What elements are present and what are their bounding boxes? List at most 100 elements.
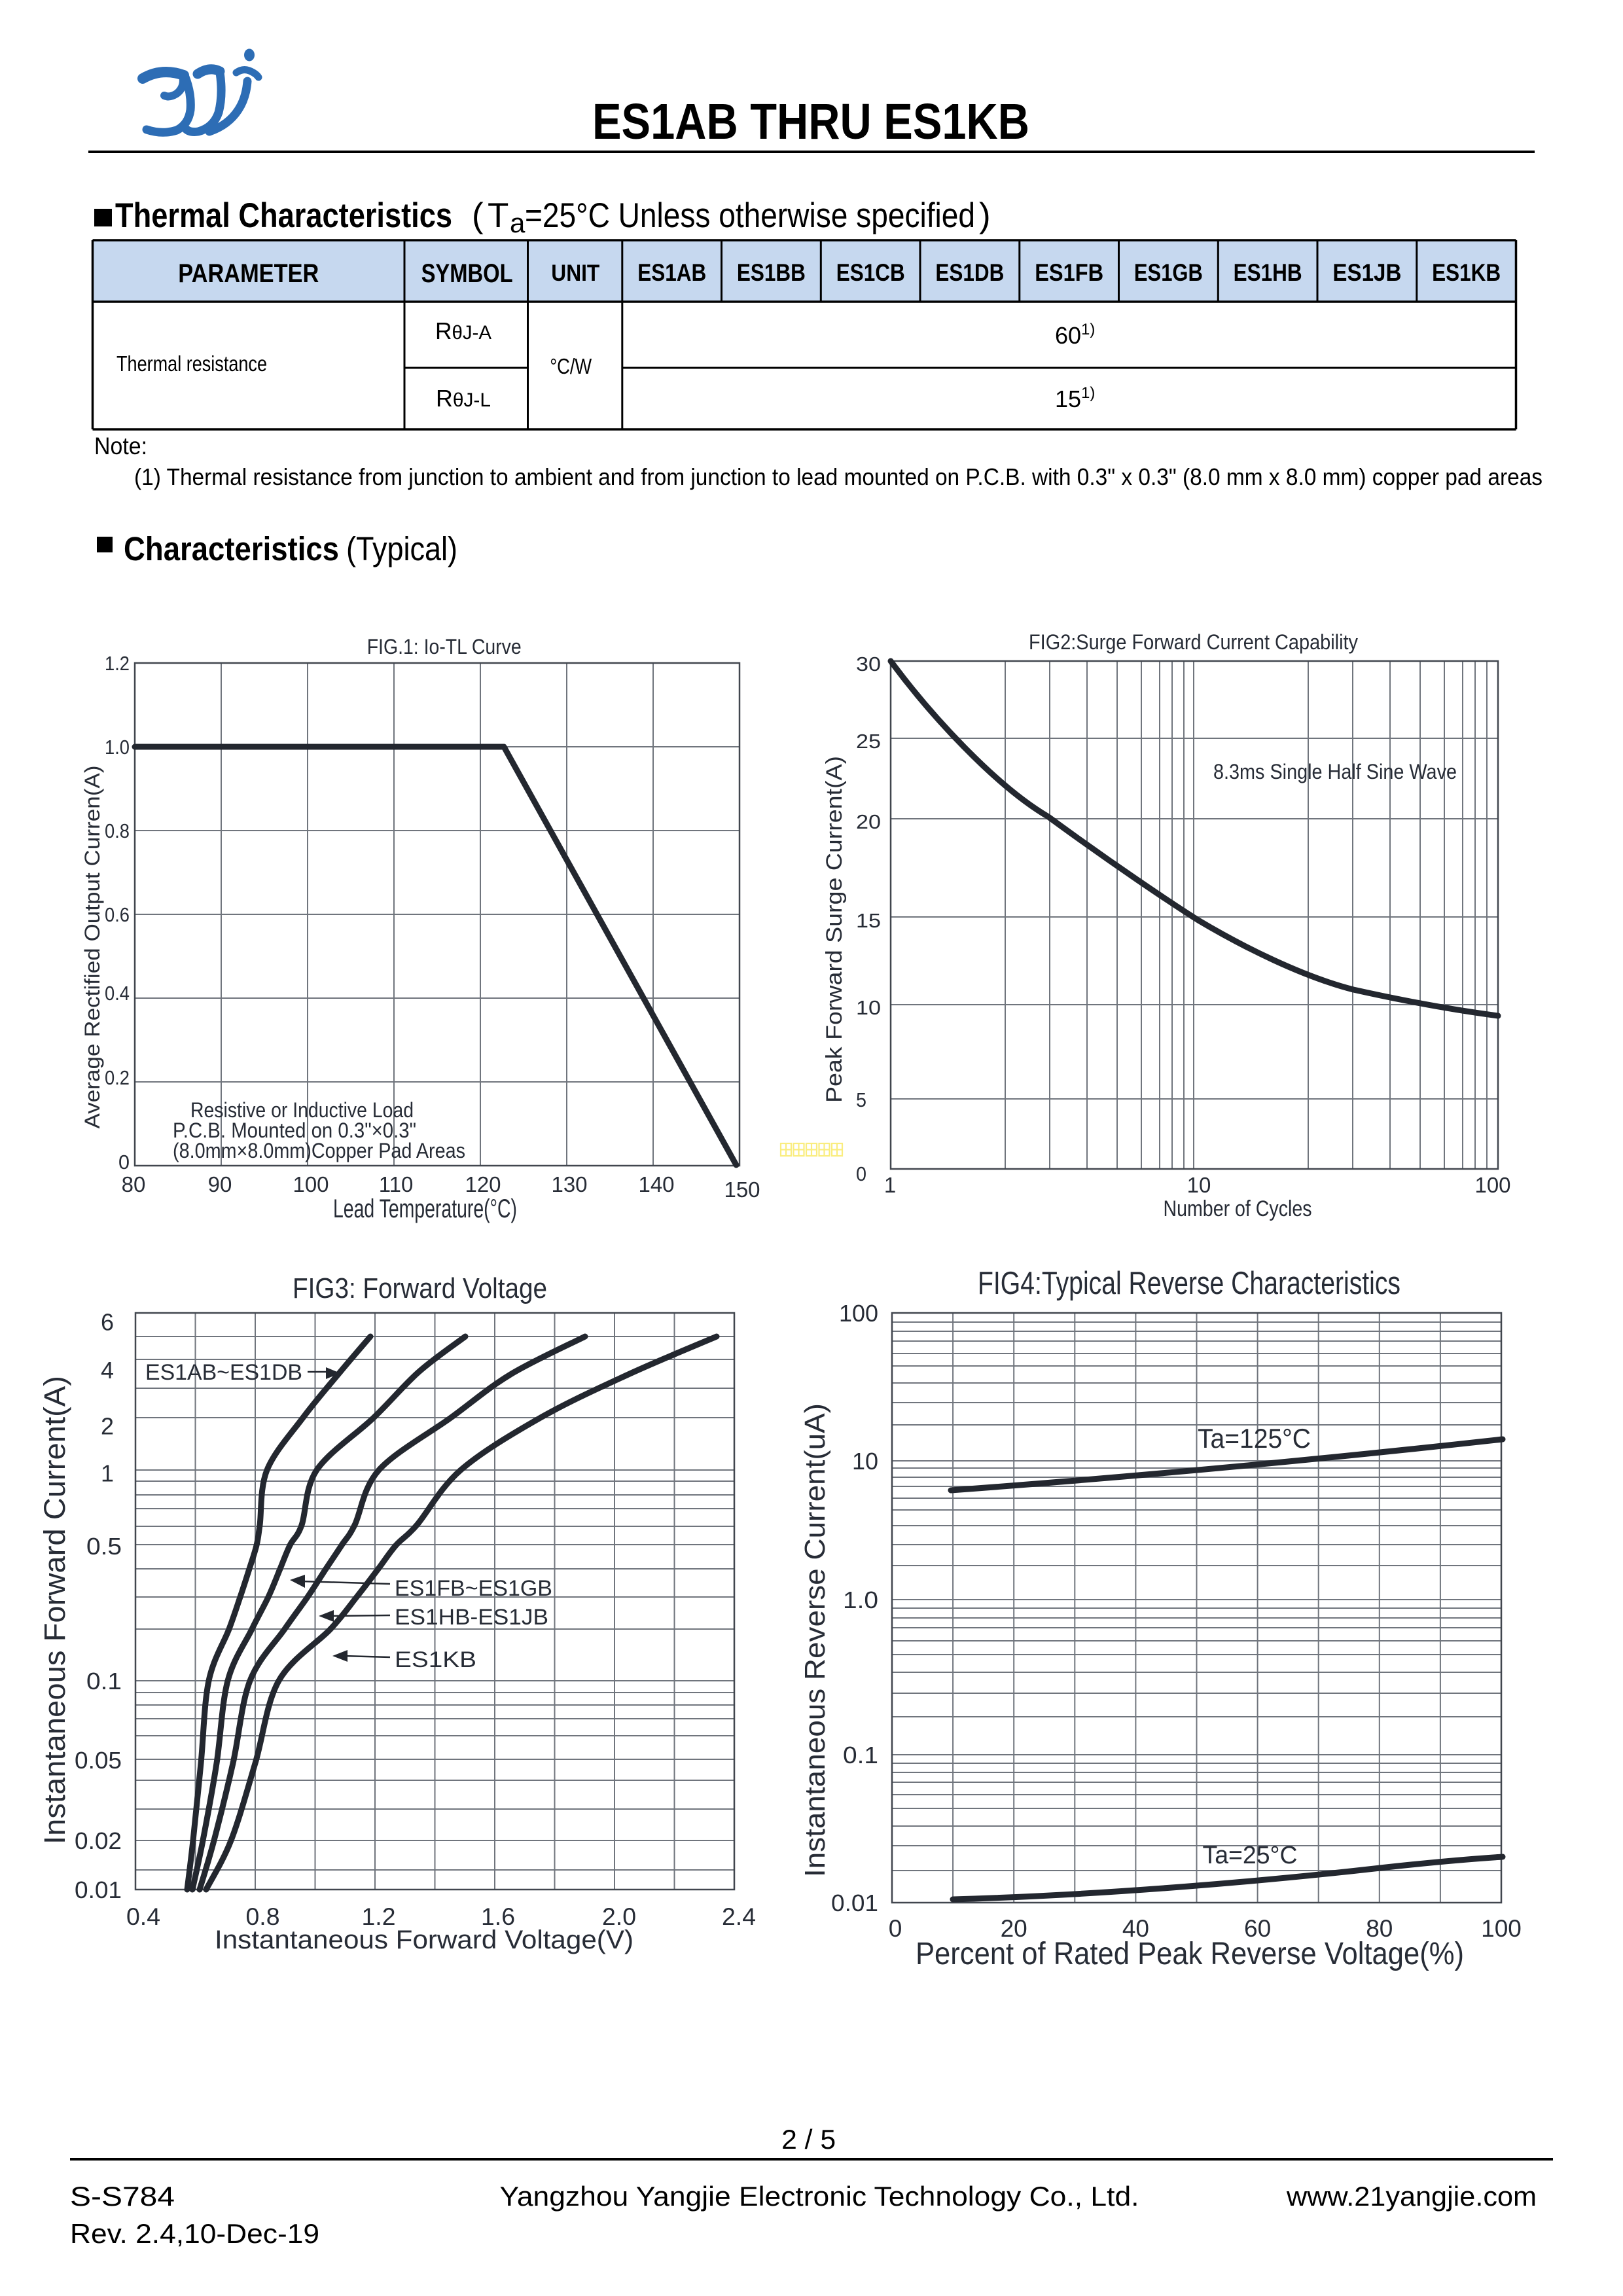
svg-text:80: 80 [1366, 1915, 1393, 1942]
svg-text:Thermal Characteristics: Thermal Characteristics [115, 196, 452, 235]
svg-text:=25°C Unless otherwise specifi: =25°C Unless otherwise specified [525, 196, 975, 235]
svg-text:1.0: 1.0 [105, 736, 130, 759]
svg-text:10: 10 [856, 996, 881, 1019]
svg-text:100: 100 [1481, 1915, 1522, 1942]
svg-text:SYMBOL: SYMBOL [421, 259, 513, 288]
svg-text:Rev. 2.4,10-Dec-19: Rev. 2.4,10-Dec-19 [70, 2218, 319, 2249]
svg-text:8.3ms Single Half Sine Wave: 8.3ms Single Half Sine Wave [1213, 760, 1457, 783]
svg-text:100: 100 [839, 1300, 878, 1327]
svg-text:10: 10 [852, 1448, 878, 1475]
svg-text:ES1AB: ES1AB [637, 259, 706, 286]
svg-text:ES1KB: ES1KB [395, 1647, 476, 1672]
svg-text:1.0: 1.0 [843, 1587, 878, 1613]
svg-text:ES1AB THRU ES1KB: ES1AB THRU ES1KB [592, 94, 1029, 150]
svg-text:ES1GB: ES1GB [1134, 259, 1203, 286]
svg-text:Lead Temperature(°C): Lead Temperature(°C) [333, 1194, 517, 1223]
svg-text:0.1: 0.1 [843, 1742, 878, 1768]
svg-text:2 / 5: 2 / 5 [781, 2124, 836, 2155]
svg-text:140: 140 [638, 1172, 674, 1196]
svg-text:90: 90 [208, 1172, 232, 1196]
svg-text:0.01: 0.01 [831, 1890, 878, 1916]
svg-text:P.C.B. Mounted on 0.3"×0.3": P.C.B. Mounted on 0.3"×0.3" [173, 1119, 416, 1142]
svg-text:Instantaneous Forward Current(: Instantaneous Forward Current(A) [38, 1376, 71, 1844]
svg-text:0.1: 0.1 [86, 1668, 122, 1695]
svg-text:(Typical): (Typical) [346, 530, 457, 567]
svg-text:80: 80 [122, 1172, 146, 1196]
svg-text:100: 100 [1474, 1173, 1510, 1197]
svg-text:0.4: 0.4 [126, 1903, 160, 1930]
svg-text:Thermal resistance: Thermal resistance [116, 351, 267, 376]
svg-text:0.01: 0.01 [75, 1876, 122, 1903]
svg-text:ES1BB: ES1BB [737, 259, 806, 286]
svg-text:0.8: 0.8 [246, 1903, 280, 1930]
svg-text:0.5: 0.5 [86, 1533, 122, 1560]
svg-text:0.6: 0.6 [105, 903, 130, 926]
svg-text:a: a [510, 207, 526, 238]
svg-text:ES1AB~ES1DB: ES1AB~ES1DB [145, 1360, 302, 1385]
svg-text:10: 10 [1187, 1173, 1211, 1197]
svg-text:150: 150 [724, 1177, 760, 1202]
svg-text:Yangzhou Yangjie Electronic Te: Yangzhou Yangjie Electronic Technology C… [500, 2181, 1139, 2212]
svg-text:0: 0 [856, 1162, 866, 1185]
svg-text:Number of Cycles: Number of Cycles [1164, 1196, 1312, 1221]
svg-text:Note:: Note: [94, 433, 147, 459]
svg-text:5: 5 [856, 1088, 866, 1111]
svg-text:(1) Thermal resistance from ju: (1) Thermal resistance from junction to … [134, 463, 1543, 490]
svg-text:0: 0 [889, 1915, 902, 1942]
svg-text:ES1DB: ES1DB [935, 259, 1004, 286]
svg-text:Ta=25°C: Ta=25°C [1203, 1842, 1298, 1869]
svg-text:Instantaneous Reverse Current(: Instantaneous Reverse Current(uA) [799, 1403, 831, 1877]
svg-text:15: 15 [856, 909, 881, 932]
svg-text:2.0: 2.0 [602, 1903, 636, 1930]
svg-text:FIG4:Typical Reverse Character: FIG4:Typical Reverse Characteristics [978, 1266, 1400, 1301]
svg-text:60: 60 [1244, 1915, 1271, 1942]
svg-text:130: 130 [551, 1172, 587, 1196]
svg-text:1.2: 1.2 [105, 652, 130, 675]
svg-text:FIG.1: Io-TL Curve: FIG.1: Io-TL Curve [367, 635, 522, 658]
svg-text:ES1HB-ES1JB: ES1HB-ES1JB [395, 1605, 548, 1630]
svg-text:2.4: 2.4 [722, 1903, 756, 1930]
svg-text:40: 40 [1122, 1915, 1149, 1942]
svg-text:20: 20 [1001, 1915, 1027, 1942]
svg-text:(: ( [472, 196, 484, 235]
svg-text:1.2: 1.2 [362, 1903, 396, 1930]
svg-text:www.21yangjie.com: www.21yangjie.com [1286, 2181, 1537, 2212]
svg-text:1: 1 [884, 1173, 896, 1197]
svg-text:ES1FB: ES1FB [1035, 259, 1103, 286]
svg-text:0.8: 0.8 [105, 819, 130, 842]
svg-text:ES1KB: ES1KB [1432, 259, 1501, 286]
svg-text:RθJ-A: RθJ-A [435, 317, 491, 344]
svg-text:Average Rectified Output Curre: Average Rectified Output Curren(A) [80, 766, 104, 1129]
svg-text:S-S784: S-S784 [70, 2181, 175, 2212]
svg-text:0.05: 0.05 [75, 1747, 122, 1774]
svg-text:ES1CB: ES1CB [836, 259, 905, 286]
svg-text:110: 110 [379, 1172, 414, 1196]
svg-text:FIG2:Surge Forward Current Cap: FIG2:Surge Forward Current Capability [1029, 630, 1358, 654]
svg-text:RθJ-L: RθJ-L [436, 385, 491, 412]
svg-text:FIG3: Forward Voltage: FIG3: Forward Voltage [293, 1272, 547, 1304]
svg-text:30: 30 [856, 653, 881, 675]
svg-text:Ta=125°C: Ta=125°C [1198, 1423, 1311, 1454]
svg-text:20: 20 [856, 810, 881, 833]
svg-text:ES1HB: ES1HB [1234, 259, 1302, 286]
svg-text:120: 120 [465, 1172, 501, 1196]
svg-text:2: 2 [101, 1413, 114, 1440]
svg-text:6: 6 [101, 1309, 114, 1336]
svg-text:ES1JB: ES1JB [1332, 259, 1401, 286]
svg-text:Instantaneous Forward Voltage(: Instantaneous Forward Voltage(V) [215, 1926, 633, 1954]
svg-text:°C/W: °C/W [550, 354, 592, 378]
svg-text:Characteristics: Characteristics [124, 530, 339, 567]
svg-text:T: T [488, 196, 508, 235]
svg-text:Resistive or Inductive Load: Resistive or Inductive Load [190, 1098, 414, 1122]
svg-text:1.6: 1.6 [481, 1903, 515, 1930]
svg-text:Percent of Rated Peak Reverse: Percent of Rated Peak Reverse Voltage(%) [916, 1937, 1464, 1971]
svg-text:(8.0mm×8.0mm)Copper Pad Areas: (8.0mm×8.0mm)Copper Pad Areas [173, 1139, 465, 1162]
svg-text:100: 100 [293, 1172, 329, 1196]
svg-text:UNIT: UNIT [551, 260, 599, 286]
svg-text:0.2: 0.2 [105, 1066, 130, 1089]
svg-text:0.02: 0.02 [75, 1827, 122, 1854]
svg-text:): ) [979, 196, 991, 235]
svg-text:PARAMETER: PARAMETER [178, 259, 319, 288]
svg-text:4: 4 [101, 1357, 114, 1384]
svg-text:0: 0 [118, 1151, 130, 1174]
